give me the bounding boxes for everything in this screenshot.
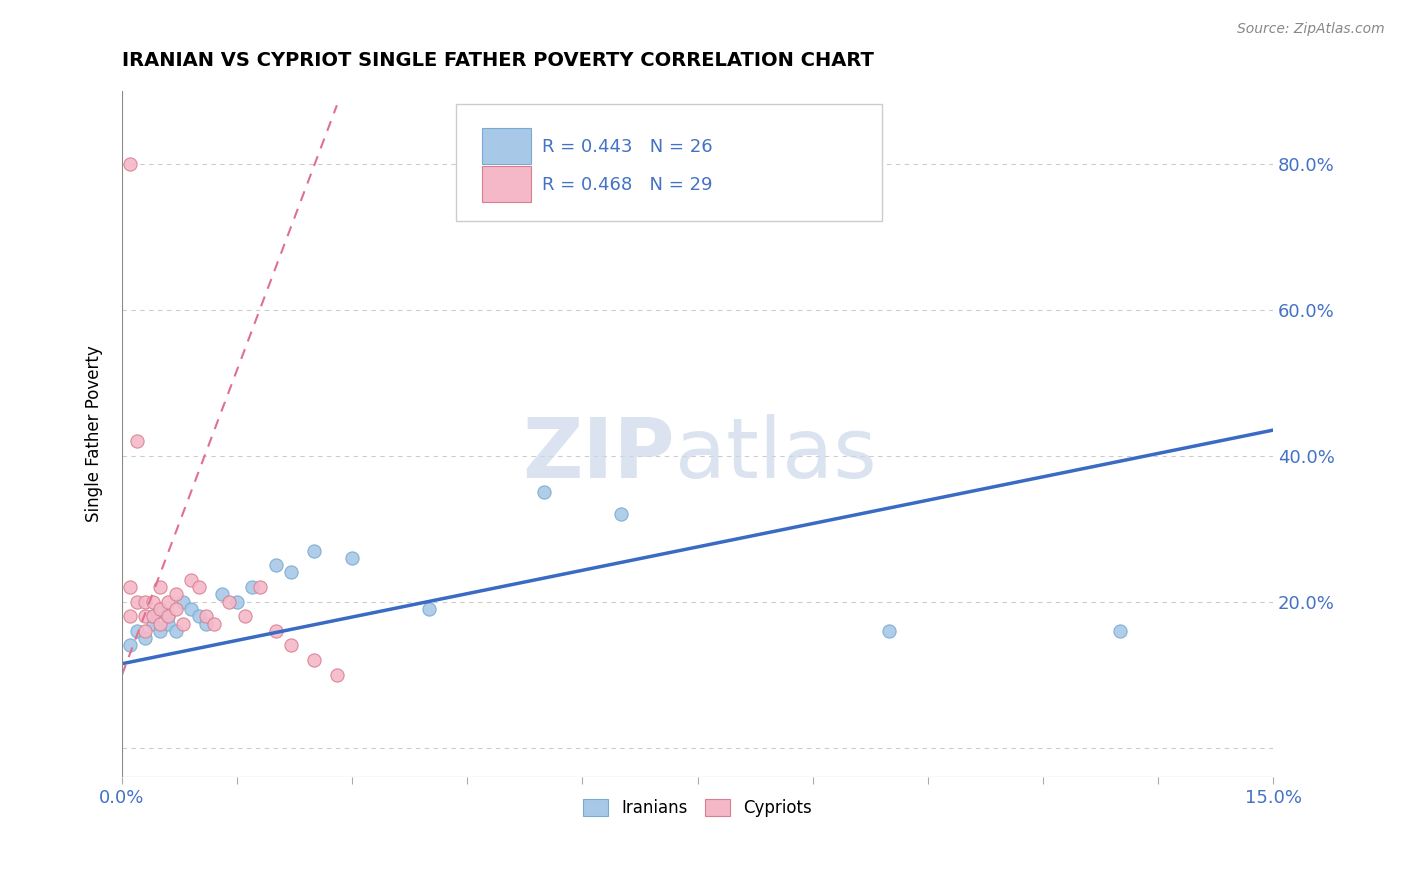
- Point: [118, 156, 141, 170]
- Point: [187, 580, 209, 594]
- Point: [142, 616, 165, 631]
- Point: [134, 624, 156, 638]
- Point: [418, 602, 440, 616]
- Point: [211, 587, 233, 601]
- Point: [879, 624, 901, 638]
- Point: [264, 558, 287, 573]
- Point: [149, 602, 172, 616]
- Point: [195, 609, 218, 624]
- Point: [118, 639, 141, 653]
- Point: [134, 631, 156, 645]
- Point: [157, 595, 180, 609]
- Point: [165, 602, 187, 616]
- Point: [142, 595, 165, 609]
- Point: [127, 434, 149, 448]
- Point: [226, 595, 249, 609]
- Text: ZIP: ZIP: [522, 414, 675, 495]
- Point: [149, 580, 172, 594]
- Point: [249, 580, 271, 594]
- Point: [134, 609, 156, 624]
- Point: [180, 602, 202, 616]
- Text: R = 0.443   N = 26: R = 0.443 N = 26: [543, 138, 713, 156]
- Point: [1108, 624, 1130, 638]
- Y-axis label: Single Father Poverty: Single Father Poverty: [86, 345, 103, 522]
- Point: [157, 609, 180, 624]
- Text: IRANIAN VS CYPRIOT SINGLE FATHER POVERTY CORRELATION CHART: IRANIAN VS CYPRIOT SINGLE FATHER POVERTY…: [122, 51, 875, 70]
- Text: atlas: atlas: [675, 414, 876, 495]
- Point: [127, 624, 149, 638]
- Point: [149, 602, 172, 616]
- FancyBboxPatch shape: [456, 104, 882, 221]
- Point: [172, 595, 194, 609]
- Point: [302, 543, 325, 558]
- Point: [165, 587, 187, 601]
- Point: [187, 609, 209, 624]
- Point: [218, 595, 240, 609]
- Point: [533, 485, 555, 500]
- Point: [280, 566, 302, 580]
- Legend: Iranians, Cypriots: Iranians, Cypriots: [576, 792, 818, 823]
- Point: [149, 624, 172, 638]
- Point: [149, 616, 172, 631]
- Text: R = 0.468   N = 29: R = 0.468 N = 29: [543, 176, 713, 194]
- Point: [142, 609, 165, 624]
- Text: Source: ZipAtlas.com: Source: ZipAtlas.com: [1237, 22, 1385, 37]
- Point: [142, 609, 165, 624]
- Point: [118, 609, 141, 624]
- Point: [127, 595, 149, 609]
- FancyBboxPatch shape: [482, 166, 530, 202]
- Point: [157, 616, 180, 631]
- Point: [180, 573, 202, 587]
- Point: [157, 609, 180, 624]
- Point: [280, 639, 302, 653]
- Point: [302, 653, 325, 667]
- Point: [165, 624, 187, 638]
- Point: [233, 609, 256, 624]
- Point: [195, 616, 218, 631]
- Point: [118, 580, 141, 594]
- Point: [242, 580, 264, 594]
- Point: [342, 550, 364, 565]
- Point: [172, 616, 194, 631]
- Point: [202, 616, 225, 631]
- Point: [264, 624, 287, 638]
- Point: [134, 595, 156, 609]
- FancyBboxPatch shape: [482, 128, 530, 164]
- Point: [326, 667, 349, 681]
- Point: [610, 507, 633, 521]
